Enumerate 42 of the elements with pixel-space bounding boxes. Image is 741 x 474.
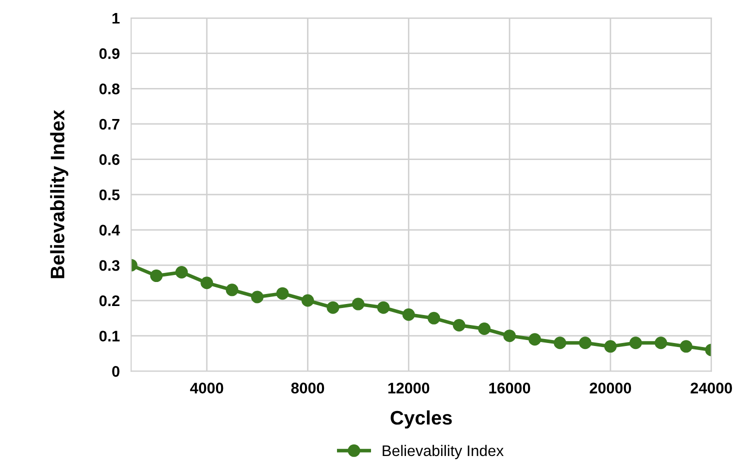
point (226, 284, 238, 296)
point (554, 336, 566, 350)
point (352, 298, 364, 310)
y-tick-label: 0.4 (99, 224, 120, 236)
point (200, 276, 214, 290)
point (528, 333, 542, 346)
point (276, 287, 289, 300)
x-tick-label: 12000 (388, 382, 430, 394)
x-axis-title: Cycles (390, 410, 452, 429)
point (175, 266, 188, 279)
y-axis-title: Believability Index (50, 110, 68, 278)
point (452, 318, 466, 332)
x-tick-label: 16000 (489, 382, 530, 394)
y-tick-label: 0.2 (99, 295, 120, 306)
y-tick-label: 1 (112, 13, 120, 24)
point (680, 340, 692, 353)
point (251, 290, 264, 304)
point (478, 322, 491, 336)
point (326, 301, 340, 314)
y-tick-label: 0.6 (99, 154, 120, 165)
point (604, 340, 617, 353)
y-tick-label: 0.7 (99, 118, 120, 130)
y-tick-label: 0.3 (99, 260, 120, 271)
y-tick-label: 0.9 (99, 48, 120, 60)
point (301, 294, 314, 307)
point (150, 270, 163, 282)
x-tick-label: 4000 (190, 382, 224, 394)
point (377, 301, 390, 314)
x-tick-label: 8000 (291, 382, 324, 394)
point (402, 308, 415, 321)
y-tick-label: 0.1 (99, 330, 120, 342)
point (629, 336, 642, 350)
legend-label: Believability Index (382, 444, 504, 460)
point (654, 336, 668, 350)
point (503, 330, 516, 342)
y-tick-label: 0.8 (99, 84, 120, 94)
y-tick-label: 0.5 (99, 189, 120, 200)
point (428, 312, 440, 324)
y-tick-label: 0 (112, 366, 120, 377)
x-tick-label: 20000 (590, 382, 632, 394)
point (578, 336, 592, 350)
x-tick-label: 24000 (690, 382, 732, 394)
